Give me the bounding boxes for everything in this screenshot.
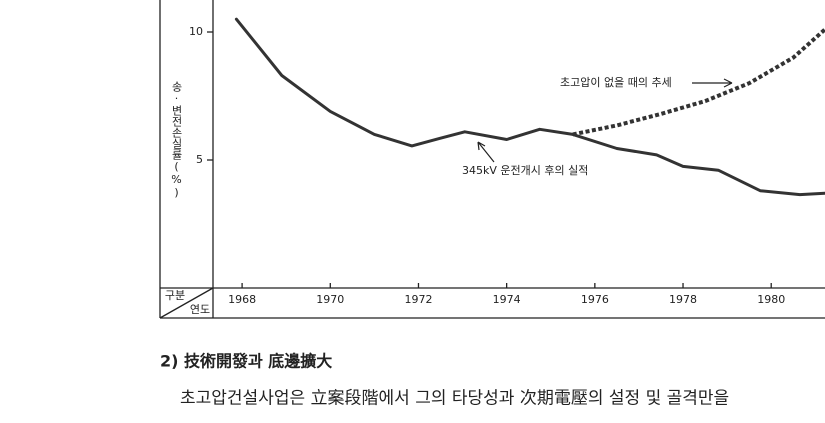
y-tick-label: 10 — [189, 25, 203, 38]
annotation-arrow — [477, 141, 495, 163]
x-tick-label: 1974 — [493, 293, 521, 306]
y-tick-label: 5 — [196, 153, 203, 166]
corner-diagonal — [159, 287, 214, 319]
y-axis-label: 송·변전손실률(%) — [170, 81, 183, 199]
corner-label: 연도 — [190, 303, 210, 316]
annotation-arrow — [692, 78, 733, 88]
chart-frame — [159, 0, 825, 319]
x-tick-label: 1980 — [757, 293, 785, 306]
x-tick-label: 1968 — [228, 293, 256, 306]
section-heading: 2) 技術開發과 底邊擴大 — [160, 352, 332, 371]
paragraph: 초고압건설사업은 立案段階에서 그의 타당성과 次期電壓의 설정 및 골격만을 — [180, 389, 729, 409]
corner-label: 구분 — [165, 289, 185, 302]
x-tick-label: 1978 — [669, 293, 697, 306]
data-line — [572, 27, 825, 137]
x-tick-label: 1970 — [316, 293, 344, 306]
x-tick-label: 1972 — [404, 293, 432, 306]
annotation: 345kV 운전개시 후의 실적 — [462, 164, 588, 177]
x-tick-label: 1976 — [581, 293, 609, 306]
annotation: 초고압이 없을 때의 추세 — [560, 76, 672, 89]
data-line — [234, 17, 825, 197]
